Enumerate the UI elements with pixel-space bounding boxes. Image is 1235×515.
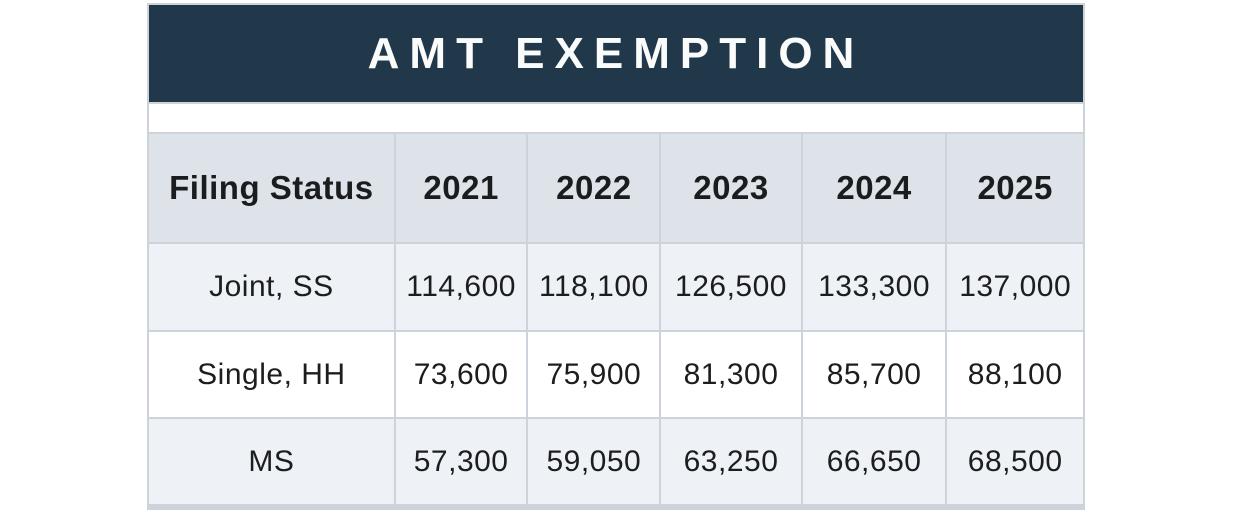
cell-ms-2022: 59,050 xyxy=(528,419,660,504)
data-grid: Filing Status 2021 2022 2023 2024 2025 J… xyxy=(149,132,1083,504)
column-header-2023: 2023 xyxy=(661,134,801,242)
column-header-filing-status: Filing Status xyxy=(149,134,394,242)
cell-joint-ss-2021: 114,600 xyxy=(395,244,527,330)
cell-joint-ss-2023: 126,500 xyxy=(661,244,801,330)
cell-ms-2023: 63,250 xyxy=(661,419,801,504)
amt-exemption-table: AMT EXEMPTION Filing Status 2021 2022 20… xyxy=(147,3,1085,510)
row-label-joint-ss: Joint, SS xyxy=(149,244,394,330)
cell-single-hh-2025: 88,100 xyxy=(947,332,1083,417)
cell-single-hh-2024: 85,700 xyxy=(802,332,946,417)
row-label-ms: MS xyxy=(149,419,394,504)
table-title-band: AMT EXEMPTION xyxy=(149,5,1083,102)
cell-single-hh-2022: 75,900 xyxy=(528,332,660,417)
cell-ms-2025: 68,500 xyxy=(947,419,1083,504)
cell-ms-2024: 66,650 xyxy=(802,419,946,504)
cell-joint-ss-2025: 137,000 xyxy=(947,244,1083,330)
column-header-2021: 2021 xyxy=(395,134,527,242)
table-title: AMT EXEMPTION xyxy=(367,28,865,78)
column-header-2024: 2024 xyxy=(802,134,946,242)
spacer-row xyxy=(149,102,1083,132)
cell-ms-2021: 57,300 xyxy=(395,419,527,504)
cell-joint-ss-2022: 118,100 xyxy=(528,244,660,330)
cell-single-hh-2021: 73,600 xyxy=(395,332,527,417)
cell-joint-ss-2024: 133,300 xyxy=(802,244,946,330)
row-label-single-hh: Single, HH xyxy=(149,332,394,417)
cell-single-hh-2023: 81,300 xyxy=(661,332,801,417)
column-header-2025: 2025 xyxy=(947,134,1083,242)
column-header-2022: 2022 xyxy=(528,134,660,242)
